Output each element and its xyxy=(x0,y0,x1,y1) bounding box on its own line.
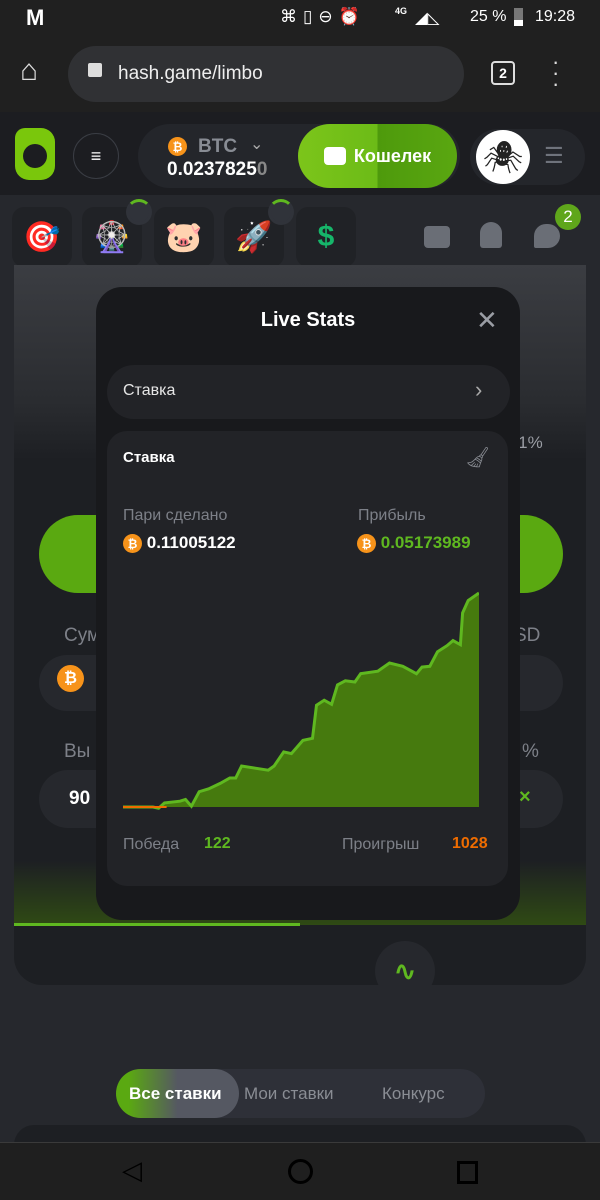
lock-icon xyxy=(88,63,102,77)
close-icon[interactable]: ✕ xyxy=(476,305,498,335)
btc-icon: ₿ xyxy=(123,534,142,554)
profit-value: ₿ 0.05173989 xyxy=(357,533,471,554)
promo-tag[interactable]: $ xyxy=(296,207,356,267)
stats-card-title: Ставка xyxy=(123,449,175,466)
btc-icon: ₿ xyxy=(57,665,84,692)
list-icon[interactable]: ☰ xyxy=(544,143,564,168)
promo-piggy[interactable]: 🐷 xyxy=(154,207,214,267)
live-stats-icon[interactable]: ∿ xyxy=(375,941,435,985)
home-nav-icon[interactable] xyxy=(288,1159,313,1184)
promo-wheel[interactable]: 🎡 xyxy=(82,199,152,267)
tab-my-bets[interactable]: Мои ставки xyxy=(244,1084,334,1103)
wins-value: 122 xyxy=(204,835,231,852)
browser-toolbar: ⌂ hash.game/limbo 2 · · · xyxy=(0,36,600,112)
payout-label: Вы xyxy=(64,741,91,762)
chevron-right-icon: › xyxy=(475,377,483,402)
wins-label: Победа xyxy=(123,836,180,853)
wallet-icon xyxy=(323,147,346,165)
promo-rocket[interactable]: 🚀 xyxy=(224,199,294,267)
menu-dots-icon[interactable]: · · · xyxy=(552,49,560,96)
status-bar: M ⌘▯⊖⏰ 4G ◢◺ 25 % 19:28 xyxy=(0,0,600,36)
home-icon[interactable]: ⌂ xyxy=(20,54,39,87)
promo-target[interactable]: 🎯 xyxy=(12,207,72,267)
gmail-icon: M xyxy=(26,5,45,30)
back-icon[interactable]: ◁ xyxy=(122,1155,142,1185)
close-icon[interactable]: × xyxy=(519,786,531,808)
currency-label: SD xyxy=(514,625,541,646)
amount-label: Сум xyxy=(64,625,101,646)
signal-icon: ◢◺ xyxy=(415,10,440,27)
mail-icon[interactable] xyxy=(424,226,450,248)
wallet-button[interactable]: Кошелек xyxy=(298,124,457,188)
wallet-label: Кошелек xyxy=(353,145,432,166)
app-header: ≡ ₿ BTC ⌄ 0.02378250 Кошелек 🕷 ☰ xyxy=(0,112,600,195)
avatar[interactable]: 🕷 xyxy=(476,130,530,184)
stat-selector[interactable]: Ставка › xyxy=(107,365,510,419)
live-stats-modal: Live Stats ✕ Ставка › Ставка 🧹︎ Пари сде… xyxy=(96,287,520,920)
profit-area xyxy=(123,593,479,809)
balance-value: 0.02378250 xyxy=(167,159,268,180)
network-type: 4G xyxy=(395,6,408,16)
logo[interactable] xyxy=(15,128,55,180)
profile-pill[interactable]: 🕷 ☰ xyxy=(470,129,585,185)
wagered-value: ₿ 0.11005122 xyxy=(123,533,236,554)
tab-contest[interactable]: Конкурс xyxy=(382,1084,445,1103)
bets-tabs: Все ставки Мои ставки Конкурс xyxy=(116,1069,485,1118)
rocket-icon: 🚀 xyxy=(235,220,273,254)
chat-icon[interactable] xyxy=(534,224,560,248)
profit-line xyxy=(123,591,479,810)
chat-badge: 2 xyxy=(555,204,581,230)
piggy-bank-icon: 🐷 xyxy=(165,220,203,254)
tab-all-bets[interactable]: Все ставки xyxy=(116,1069,239,1118)
bets-list xyxy=(14,1125,586,1145)
btc-icon: ₿ xyxy=(357,534,376,554)
losses-value: 1028 xyxy=(452,835,488,852)
progress-bar xyxy=(14,923,300,926)
profit-label: Прибыль xyxy=(358,507,426,524)
broom-icon[interactable]: 🧹︎ xyxy=(465,447,491,469)
nav-bar: ◁ xyxy=(0,1142,600,1200)
currency-select[interactable]: BTC xyxy=(198,136,238,157)
percent-label: % xyxy=(522,741,539,762)
menu-button[interactable]: ≡ xyxy=(73,133,119,179)
modal-title: Live Stats xyxy=(260,309,356,331)
battery-icon xyxy=(514,8,523,26)
url-text: hash.game/limbo xyxy=(118,63,263,84)
tab-label: Все ставки xyxy=(129,1084,222,1103)
wagered-label: Пари сделано xyxy=(123,507,228,524)
stats-card: Ставка 🧹︎ Пари сделано ₿ 0.11005122 Приб… xyxy=(107,431,508,886)
url-field[interactable]: hash.game/limbo xyxy=(68,46,464,102)
profit-chart xyxy=(123,591,479,810)
stat-selector-label: Ставка xyxy=(123,382,176,399)
losses-label: Проигрыш xyxy=(342,836,420,853)
price-tag-icon: $ xyxy=(317,220,335,253)
recents-icon[interactable] xyxy=(457,1161,478,1184)
status-icons: ⌘▯⊖⏰ xyxy=(280,7,366,26)
target-icon: 🎯 xyxy=(23,220,61,254)
battery-level: 25 % xyxy=(470,8,507,25)
clock: 19:28 xyxy=(535,8,576,25)
tab-switcher-button[interactable]: 2 xyxy=(491,61,515,85)
bell-icon[interactable] xyxy=(480,222,502,248)
wheel-icon: 🎡 xyxy=(93,220,131,254)
btc-icon: ₿ xyxy=(168,137,187,156)
payout-value: 90 xyxy=(69,788,91,809)
chevron-down-icon: ⌄ xyxy=(250,136,264,153)
